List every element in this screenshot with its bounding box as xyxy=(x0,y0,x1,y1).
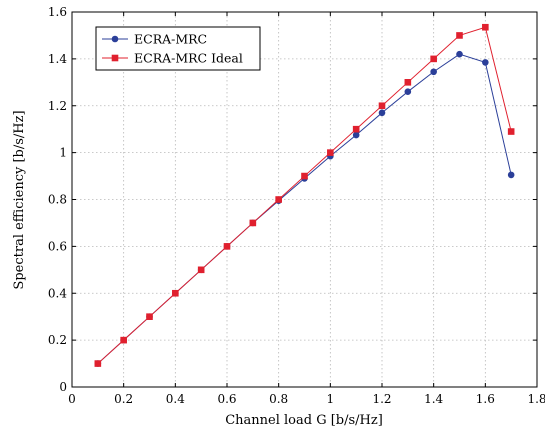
y-tick-label: 1.6 xyxy=(48,5,67,19)
y-tick-label: 0.8 xyxy=(48,193,67,207)
x-tick-label: 1.6 xyxy=(476,392,495,406)
data-point xyxy=(223,243,231,250)
data-point xyxy=(430,55,437,63)
x-axis-label: Channel load G [b/s/Hz] xyxy=(225,413,383,428)
x-tick-label: 1 xyxy=(327,392,335,406)
data-point xyxy=(378,109,386,117)
axis-ticks: 0 0.2 0.4 0.6 0.8 1 1.2 1.4 1.6 1.8 0 0.2 0.4 0.6 0.8 1… xyxy=(48,5,545,406)
data-point xyxy=(352,131,360,139)
y-tick-label: 0 xyxy=(59,380,67,394)
data-point xyxy=(507,128,515,135)
y-tick-label: 0.6 xyxy=(48,239,67,253)
legend-label: ECRA-MRC xyxy=(134,32,207,47)
data-point xyxy=(482,59,489,66)
data-point xyxy=(327,149,334,156)
data-point xyxy=(120,336,127,344)
data-point xyxy=(378,102,386,110)
y-axis-label: Spectral efficiency [b/s/Hz] xyxy=(12,110,27,289)
series-layer xyxy=(94,23,515,367)
grid-lines xyxy=(72,12,537,387)
data-point xyxy=(172,289,179,297)
legend-entry: ECRA-MRC xyxy=(102,32,207,47)
data-point xyxy=(404,88,412,95)
x-tick-label: 1.4 xyxy=(424,392,443,406)
legend-label: ECRA-MRC Ideal xyxy=(134,51,243,66)
x-tick-label: 1.2 xyxy=(372,392,391,406)
x-tick-label: 1.8 xyxy=(527,392,545,406)
x-tick-label: 0.8 xyxy=(269,392,288,406)
legend: ECRA-MRC ECRA-MRC Ideal xyxy=(95,26,261,71)
data-point xyxy=(301,172,308,180)
y-tick-label: 1.4 xyxy=(48,52,67,66)
series-ecra-mrc xyxy=(94,50,515,367)
data-point xyxy=(482,23,489,31)
y-tick-label: 0.2 xyxy=(48,333,67,347)
x-tick-label: 0 xyxy=(68,392,76,406)
x-tick-label: 0.4 xyxy=(166,392,185,406)
data-point xyxy=(456,50,463,58)
data-point xyxy=(507,171,515,179)
data-point xyxy=(275,196,282,203)
data-point xyxy=(94,360,102,367)
data-point xyxy=(197,266,205,274)
legend-marker xyxy=(111,35,119,43)
data-point xyxy=(146,313,153,320)
series-line xyxy=(97,53,512,364)
legend-marker xyxy=(111,54,119,62)
series-line xyxy=(97,26,512,364)
data-point xyxy=(352,125,360,133)
y-tick-label: 0.4 xyxy=(48,286,67,300)
legend-box xyxy=(95,26,261,71)
y-tick-label: 1 xyxy=(59,146,67,160)
x-tick-label: 0.6 xyxy=(217,392,236,406)
data-point xyxy=(404,79,412,86)
data-point xyxy=(249,219,257,227)
y-tick-label: 1.2 xyxy=(48,99,67,113)
data-point xyxy=(430,68,437,76)
x-tick-label: 0.2 xyxy=(114,392,133,406)
legend-entry: ECRA-MRC Ideal xyxy=(102,51,243,66)
data-point xyxy=(456,32,463,39)
series-ecra-mrc-ideal xyxy=(94,23,515,367)
